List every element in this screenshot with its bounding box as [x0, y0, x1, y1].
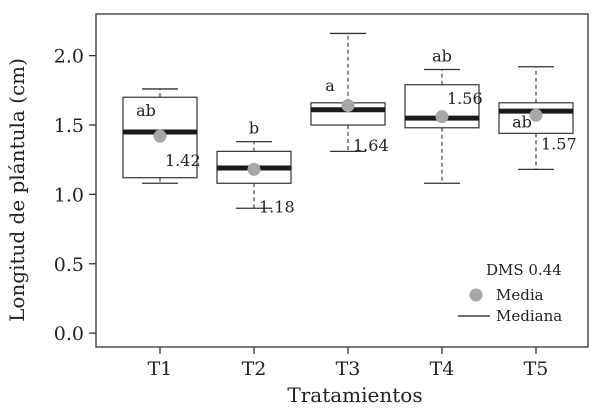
mean-value-label: 1.64: [353, 136, 389, 155]
mean-value-label: 1.42: [165, 151, 201, 170]
legend-mean-marker: [469, 288, 483, 302]
x-tick-label: T3: [336, 358, 361, 380]
mean-value-label: 1.18: [259, 197, 295, 216]
significance-letter: ab: [512, 112, 532, 131]
mean-marker: [153, 129, 167, 143]
y-tick-label: 1.0: [54, 184, 84, 206]
mean-value-label: 1.56: [447, 89, 483, 108]
significance-letter: ab: [136, 101, 156, 120]
y-tick-label: 0.0: [54, 323, 84, 345]
mean-marker: [247, 162, 261, 176]
x-tick-label: T2: [242, 358, 267, 380]
significance-letter: b: [249, 119, 259, 138]
plot-frame: [95, 13, 589, 348]
mean-marker: [435, 110, 449, 124]
legend-title: DMS 0.44: [486, 261, 562, 279]
y-tick-label: 2.0: [54, 46, 84, 68]
legend-mean-label: Media: [496, 286, 544, 304]
x-tick-label: T4: [430, 358, 455, 380]
mean-marker: [341, 99, 355, 113]
x-tick-label: T5: [524, 358, 549, 380]
significance-letter: a: [325, 76, 335, 95]
significance-letter: ab: [432, 47, 452, 66]
legend-median-label: Mediana: [496, 307, 562, 325]
mean-marker: [529, 108, 543, 122]
y-tick-label: 1.5: [54, 115, 84, 137]
y-tick-label: 0.5: [54, 254, 84, 276]
x-tick-label: T1: [148, 358, 173, 380]
y-axis-title: Longitud de plántula (cm): [5, 58, 29, 322]
mean-value-label: 1.57: [541, 134, 577, 153]
plot-area: 0.0 0.5 1.0 1.5 2.0 T1 T2 T3 T4 T5 1.42 ab 1.18 b 1.64…: [54, 13, 589, 380]
x-axis-title: Tratamientos: [287, 383, 422, 407]
